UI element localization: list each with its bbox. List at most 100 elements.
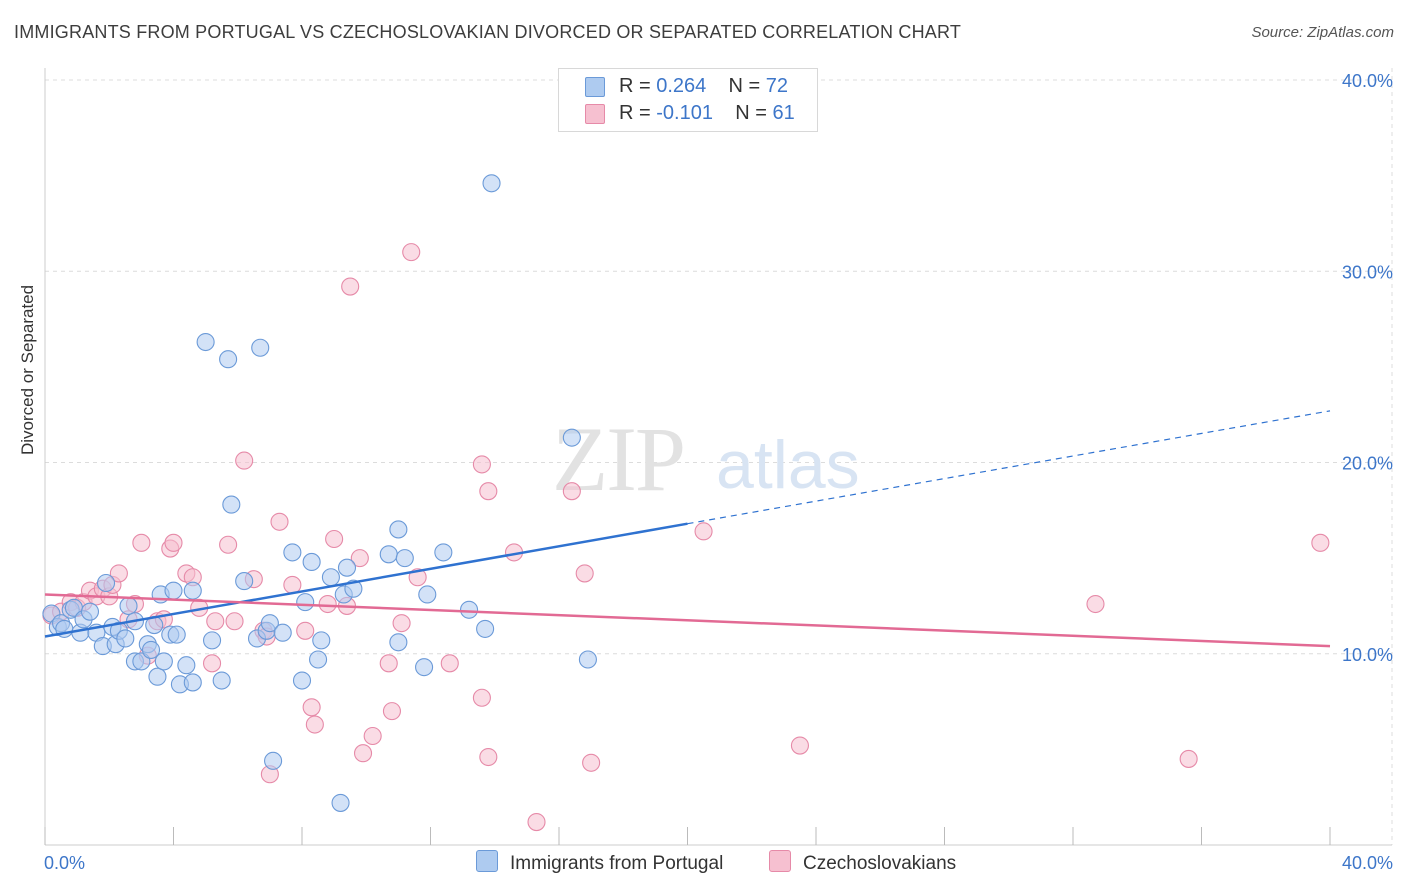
czechoslovakians-point [1311, 533, 1330, 552]
watermark: ZIP atlas [552, 408, 860, 510]
czechoslovakians-point [305, 715, 324, 734]
portugal-point [235, 572, 254, 591]
legend-swatch-blue [585, 77, 605, 97]
czechoslovakians-point [164, 533, 183, 552]
legend-swatch-pink [769, 850, 791, 872]
bottom-legend-czechoslovakians: Czechoslovakians [769, 850, 956, 875]
axes [44, 68, 1392, 846]
portugal-point [578, 650, 597, 669]
czechoslovakians-point [302, 698, 321, 717]
portugal-point [562, 428, 581, 447]
czechoslovakians-points [42, 243, 1330, 832]
portugal-point [119, 596, 138, 615]
portugal-point [116, 629, 135, 648]
legend-r-value: 0.264 [656, 75, 707, 97]
czechoslovakians-point [235, 451, 254, 470]
czechoslovakians-point [379, 654, 398, 673]
czechoslovakians-point [392, 614, 411, 633]
czechoslovakians-point [270, 512, 289, 531]
portugal-point [482, 174, 501, 193]
y-tick-label: 30.0% [1342, 262, 1393, 282]
legend-r-value: -0.101 [656, 102, 713, 124]
legend-n-value: 61 [772, 102, 795, 124]
legend-n-label: N = [735, 102, 773, 124]
y-tick-label: 40.0% [1342, 71, 1393, 91]
y-axis-label: Divorced or Separated [18, 284, 37, 455]
x-tick-label: 0.0% [44, 853, 85, 873]
czechoslovakians-point [382, 702, 402, 721]
czechoslovakians-point [353, 744, 373, 763]
portugal-trend-line [44, 522, 688, 638]
portugal-point [296, 593, 315, 612]
portugal-point [273, 623, 292, 642]
czechoslovakians-point [562, 482, 581, 501]
portugal-point [183, 673, 202, 692]
czechoslovakians-point [582, 753, 601, 772]
legend-r-label: R = [619, 75, 657, 97]
y-tick-label: 20.0% [1342, 454, 1393, 474]
czechoslovakians-point [296, 621, 315, 640]
trend-lines [44, 410, 1331, 648]
portugal-point [476, 619, 495, 638]
czechoslovakians-point [440, 654, 459, 673]
legend-swatch-pink [585, 104, 605, 124]
chart-title: IMMIGRANTS FROM PORTUGAL VS CZECHOSLOVAK… [14, 22, 962, 42]
portugal-point [96, 573, 116, 593]
portugal-point [260, 614, 279, 633]
czechoslovakians-point [109, 564, 128, 583]
czechoslovakians-point [219, 535, 238, 554]
legend-n-label: N = [728, 75, 766, 97]
portugal-point [264, 751, 283, 770]
czechoslovakians-point [790, 736, 809, 755]
portugal-point [415, 658, 434, 677]
legend-swatch-blue [476, 850, 498, 872]
portugal-trend-extension [687, 410, 1331, 525]
legend-r-label: R = [619, 102, 657, 124]
portugal-point [196, 332, 215, 352]
portugal-point [219, 350, 238, 369]
portugal-point [167, 625, 186, 644]
portugal-point [379, 545, 398, 564]
legend-n-value: 72 [765, 75, 789, 97]
czechoslovakians-point [479, 482, 498, 501]
portugal-point [212, 671, 231, 690]
portugal-point [312, 631, 331, 650]
portugal-point [183, 581, 202, 600]
portugal-point [418, 585, 437, 604]
czechoslovakians-point [318, 594, 337, 614]
czechoslovakians-point [325, 529, 344, 549]
czechoslovakians-point [472, 688, 491, 707]
portugal-point [177, 656, 196, 675]
portugal-point [331, 793, 350, 812]
tick-labels: 10.0% 20.0% 30.0% 40.0% 0.0% 40.0% [44, 71, 1393, 873]
portugal-point [148, 667, 167, 686]
czechoslovakians-point [1086, 594, 1105, 614]
series-name-portugal: Immigrants from Portugal [510, 853, 724, 874]
watermark-atlas: atlas [716, 427, 860, 503]
x-tick-label: 40.0% [1342, 853, 1393, 873]
czechoslovakians-point [203, 654, 222, 673]
portugal-point [283, 543, 302, 562]
portugal-point [337, 558, 357, 577]
portugal-point [251, 338, 270, 357]
series-name-czechoslovakians: Czechoslovakians [803, 853, 957, 874]
portugal-point [292, 671, 312, 690]
portugal-point [154, 652, 173, 671]
czechoslovakians-point [206, 612, 225, 631]
gridlines [45, 68, 1393, 845]
czechoslovakians-point [575, 564, 594, 583]
czechoslovakians-point [350, 549, 369, 568]
portugal-point [141, 640, 161, 659]
czechoslovakians-trend-line [44, 593, 1331, 648]
portugal-point [434, 543, 453, 562]
portugal-point [80, 602, 100, 621]
portugal-point [389, 633, 408, 652]
portugal-point [203, 631, 222, 650]
czechoslovakians-point [472, 455, 491, 474]
portugal-point [344, 579, 363, 598]
czechoslovakians-point [527, 812, 546, 832]
czechoslovakians-point [132, 533, 151, 552]
bottom-legend-portugal: Immigrants from Portugal [476, 850, 723, 875]
portugal-point [164, 581, 183, 600]
